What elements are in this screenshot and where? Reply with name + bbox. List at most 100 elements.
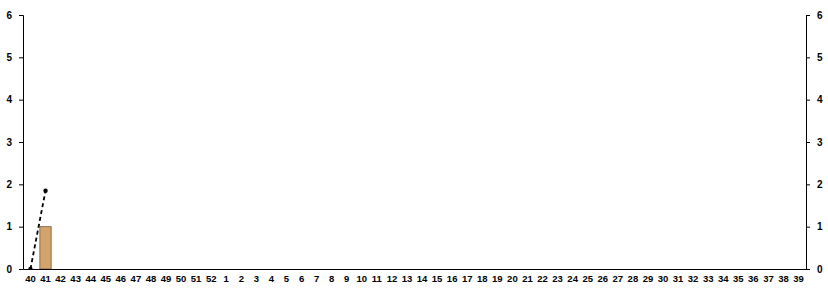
tick-label: 38 (778, 273, 789, 284)
tick: 9 (344, 273, 349, 284)
tick-label: 48 (146, 273, 157, 284)
tick: 38 (778, 273, 789, 284)
bar (145, 269, 156, 270)
bar (401, 269, 412, 270)
tick-label: 0 (817, 264, 823, 275)
tick-label: 5 (284, 273, 290, 284)
tick-label: 15 (432, 273, 443, 284)
tick-label: 1 (6, 221, 12, 232)
tick-label: 10 (356, 273, 367, 284)
tick-label: 4 (817, 94, 823, 105)
bar (793, 269, 804, 270)
bar (748, 269, 759, 270)
bar (55, 269, 66, 270)
tick-label: 46 (116, 273, 127, 284)
bar (296, 269, 307, 270)
tick-mark (19, 269, 23, 270)
bar (70, 269, 81, 270)
bar (100, 269, 111, 270)
tick: 3 (806, 137, 823, 148)
tick: 21 (522, 273, 533, 284)
bar (431, 269, 442, 270)
bar (40, 227, 51, 269)
bar (190, 269, 201, 270)
tick-label: 39 (793, 273, 804, 284)
tick-label: 27 (613, 273, 624, 284)
tick-label: 37 (763, 273, 774, 284)
bar (642, 269, 653, 270)
bar (552, 269, 563, 270)
tick-label: 19 (492, 273, 503, 284)
tick: 5 (6, 52, 23, 63)
tick: 4 (269, 273, 275, 284)
tick-label: 0 (6, 264, 12, 275)
bar (251, 269, 262, 270)
bar (341, 269, 352, 270)
tick: 48 (146, 273, 157, 284)
tick-label: 51 (191, 273, 202, 284)
tick: 5 (284, 273, 290, 284)
tick: 39 (793, 273, 804, 284)
y2-axis: 0123456 (806, 10, 823, 275)
tick-label: 43 (70, 273, 81, 284)
tick: 2 (6, 179, 23, 190)
bar (85, 269, 96, 270)
bar (371, 269, 382, 270)
tick-label: 16 (447, 273, 458, 284)
tick-label: 45 (100, 273, 111, 284)
bar (175, 269, 186, 270)
tick: 22 (537, 273, 548, 284)
tick-label: 1 (224, 273, 230, 284)
tick: 25 (582, 273, 593, 284)
bar (311, 269, 322, 270)
tick-label: 28 (628, 273, 639, 284)
tick: 37 (763, 273, 774, 284)
tick: 41 (40, 273, 51, 284)
bar (582, 269, 593, 270)
tick: 11 (372, 273, 383, 284)
bar (567, 269, 578, 270)
tick: 6 (6, 10, 23, 21)
tick: 4 (806, 94, 823, 105)
bar (672, 269, 683, 270)
tick: 47 (131, 273, 142, 284)
tick-mark (19, 142, 23, 143)
bar (281, 269, 292, 270)
bar (522, 269, 533, 270)
tick-label: 41 (40, 273, 51, 284)
tick-label: 2 (239, 273, 244, 284)
tick-mark (806, 57, 810, 58)
marker (43, 188, 47, 192)
tick-label: 42 (55, 273, 66, 284)
tick-label: 3 (254, 273, 259, 284)
tick-label: 52 (206, 273, 217, 284)
tick-label: 36 (748, 273, 759, 284)
bar (733, 269, 744, 270)
axis-line (807, 16, 811, 270)
tick-mark (806, 227, 810, 228)
tick-mark (19, 15, 23, 16)
tick-label: 20 (507, 273, 518, 284)
bar (507, 269, 518, 270)
bar (462, 269, 473, 270)
tick-label: 21 (522, 273, 533, 284)
tick: 50 (176, 273, 187, 284)
tick: 30 (658, 273, 669, 284)
tick: 5 (806, 52, 823, 63)
tick-label: 1 (817, 221, 823, 232)
bar (537, 269, 548, 270)
tick: 10 (356, 273, 367, 284)
tick: 2 (806, 179, 823, 190)
tick-label: 40 (25, 273, 36, 284)
tick-label: 14 (417, 273, 428, 284)
tick-label: 31 (673, 273, 684, 284)
tick-label: 44 (85, 273, 96, 284)
bar (612, 269, 623, 270)
tick-mark (19, 57, 23, 58)
tick-label: 23 (552, 273, 563, 284)
bar (627, 269, 638, 270)
tick-label: 33 (703, 273, 714, 284)
tick-label: 3 (6, 137, 12, 148)
line (30, 191, 45, 269)
tick-label: 18 (477, 273, 488, 284)
